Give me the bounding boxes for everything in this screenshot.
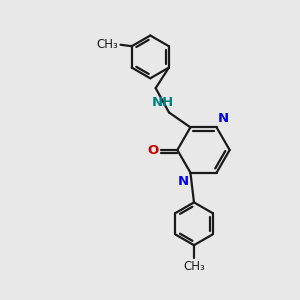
Text: CH₃: CH₃ (96, 38, 118, 51)
Text: N: N (218, 112, 229, 125)
Text: O: O (147, 143, 159, 157)
Text: N: N (178, 175, 189, 188)
Text: NH: NH (152, 96, 174, 109)
Text: CH₃: CH₃ (183, 260, 205, 273)
